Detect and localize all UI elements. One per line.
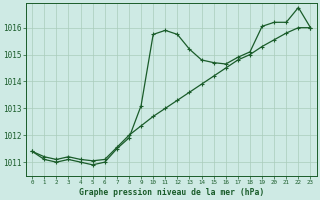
X-axis label: Graphe pression niveau de la mer (hPa): Graphe pression niveau de la mer (hPa) (79, 188, 264, 197)
